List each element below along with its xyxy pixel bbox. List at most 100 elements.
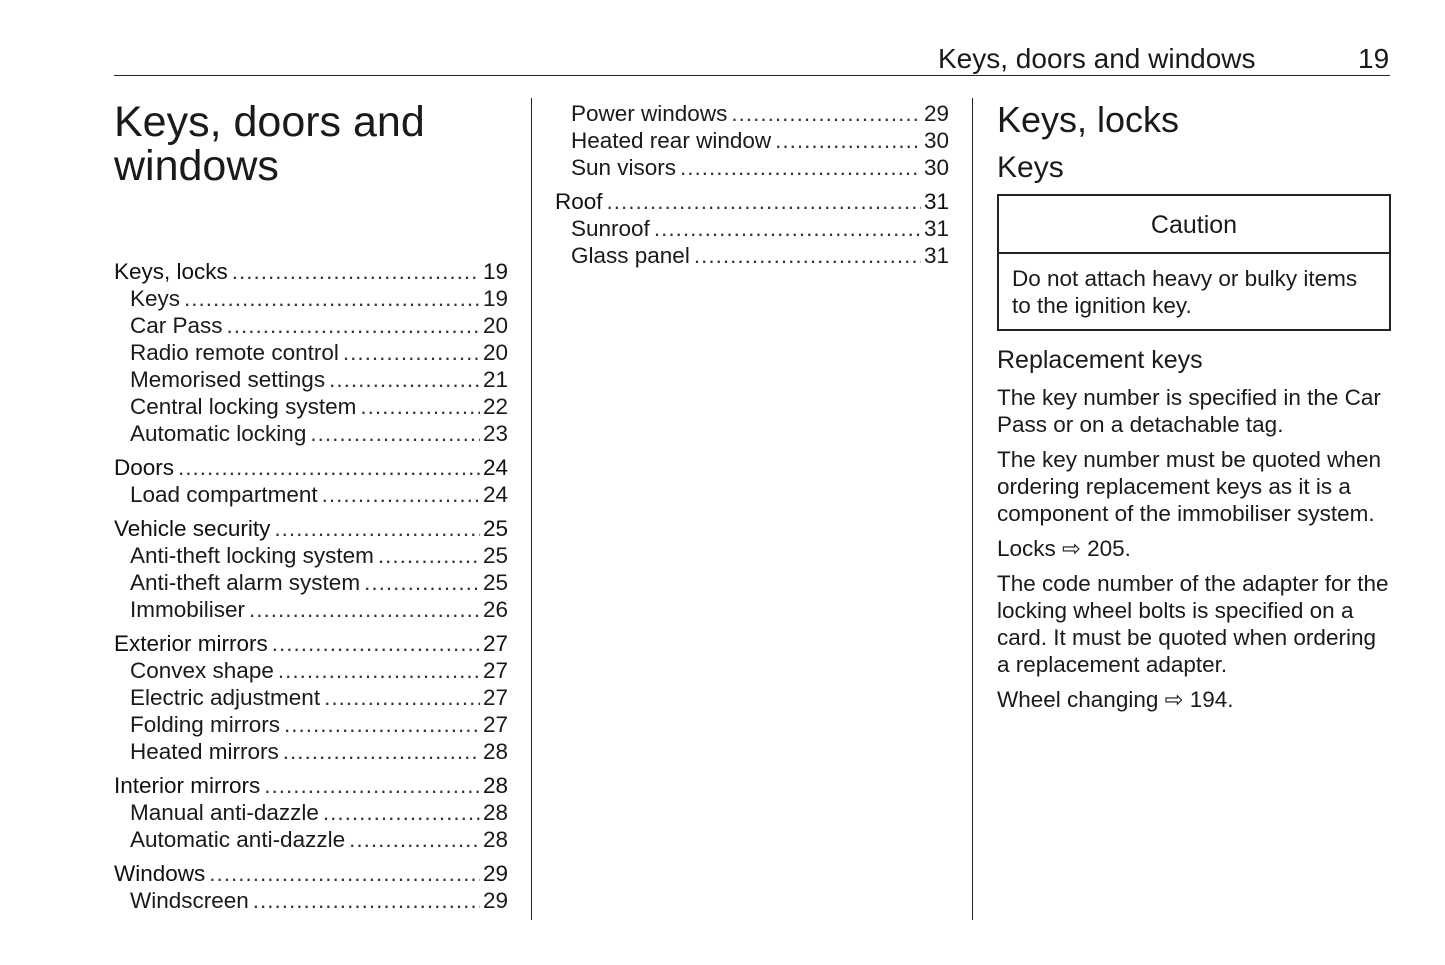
toc-entry-page: 29 [482, 861, 508, 886]
dot-leader [278, 657, 480, 684]
toc-subentry[interactable]: Load compartment 24 [114, 481, 508, 508]
toc-entry-label: Keys, locks [114, 259, 228, 284]
toc-group: Interior mirrors28Manual anti-dazzle28Au… [114, 772, 508, 853]
toc-entry-label: Exterior mirrors [114, 631, 268, 656]
toc-section-entry[interactable]: Doors 24 [114, 454, 508, 481]
toc-entry-label: Interior mirrors [114, 773, 261, 798]
content-column: Keys, locks Keys Caution Do not attach h… [997, 98, 1391, 713]
toc-entry-page: 31 [923, 243, 949, 268]
toc-entry-label: Anti-theft alarm system [130, 570, 361, 595]
dot-leader [349, 826, 480, 853]
paragraph: The code number of the adapter for the l… [997, 571, 1389, 677]
toc-subentry[interactable]: Sunroof 31 [555, 215, 949, 242]
toc-entry-label: Electric adjustment [130, 685, 321, 710]
cross-reference-wheel-changing[interactable]: Wheel changing ⇨ 194. [997, 687, 1234, 712]
dot-leader [184, 285, 480, 312]
toc-entry-page: 30 [923, 128, 949, 153]
dot-leader [274, 515, 480, 542]
toc-section-entry[interactable]: Windows 29 [114, 860, 508, 887]
cross-reference-locks[interactable]: Locks ⇨ 205. [997, 536, 1131, 561]
toc-subentry[interactable]: Heated rear window 30 [555, 127, 949, 154]
replacement-keys-title: Replacement keys [997, 346, 1203, 374]
dot-leader [249, 596, 480, 623]
toc-group: Doors 24 Load compartment 24 [114, 454, 508, 508]
toc-entry-page: 26 [482, 597, 508, 622]
toc-section-entry[interactable]: Roof 31 [555, 188, 949, 215]
toc-subentry[interactable]: Memorised settings 21 [114, 366, 508, 393]
dot-leader [264, 772, 480, 799]
dot-leader [272, 630, 480, 657]
dot-leader [680, 154, 921, 181]
toc-entry-label: Automatic locking [130, 421, 307, 446]
dot-leader [694, 242, 921, 269]
toc-entry-label: Immobiliser [130, 597, 246, 622]
toc-entry-page: 20 [482, 313, 508, 338]
toc-subentry[interactable]: Anti-theft alarm system 25 [114, 569, 508, 596]
toc-entry-page: 19 [482, 259, 508, 284]
toc-entry-label: Central locking system [130, 394, 357, 419]
toc-entry-page: 29 [482, 888, 508, 913]
section-title: Keys, locks [997, 99, 1180, 140]
toc-entry-label: Windows [114, 861, 206, 886]
toc-entry-label: Vehicle security [114, 516, 271, 541]
toc-entry-page: 19 [482, 286, 508, 311]
toc-entry-label: Heated mirrors [130, 739, 279, 764]
toc-subentry[interactable]: Folding mirrors 27 [114, 711, 508, 738]
toc-subentry[interactable]: Manual anti-dazzle 28 [114, 799, 508, 826]
toc-entry-page: 22 [482, 394, 508, 419]
toc-entry-page: 29 [923, 101, 949, 126]
toc-entry-page: 28 [482, 800, 508, 825]
toc-subentry[interactable]: Anti-theft locking system 25 [114, 542, 508, 569]
toc-entry-page: 30 [923, 155, 949, 180]
toc-group: Keys, locks19Keys19Car Pass20Radio remot… [114, 258, 508, 447]
toc-subentry[interactable]: Car Pass 20 [114, 312, 508, 339]
dot-leader [209, 860, 480, 887]
toc-subentry[interactable]: Electric adjustment 27 [114, 684, 508, 711]
toc-section-entry[interactable]: Keys, locks 19 [114, 258, 508, 285]
running-header-title: Keys, doors and windows [938, 43, 1256, 74]
toc-subentry[interactable]: Central locking system 22 [114, 393, 508, 420]
toc-subentry[interactable]: Keys 19 [114, 285, 508, 312]
toc-entry-page: 31 [923, 189, 949, 214]
toc-entry-label: Sunroof [571, 216, 650, 241]
dot-leader [329, 366, 480, 393]
toc-section-entry[interactable]: Exterior mirrors 27 [114, 630, 508, 657]
toc-entry-page: 24 [482, 482, 508, 507]
toc-entry-label: Automatic anti-dazzle [130, 827, 346, 852]
toc-subentry[interactable]: Windscreen 29 [114, 887, 508, 914]
toc-subentry[interactable]: Radio remote control 20 [114, 339, 508, 366]
toc-entry-label: Manual anti-dazzle [130, 800, 319, 825]
toc-subentry[interactable]: Immobiliser 26 [114, 596, 508, 623]
column-divider [531, 98, 532, 920]
toc-entry-page: 28 [482, 773, 508, 798]
toc-entry-label: Windscreen [130, 888, 249, 913]
page-number: 19 [1358, 43, 1390, 74]
toc-section-entry[interactable]: Interior mirrors 28 [114, 772, 508, 799]
toc-entry-page: 24 [482, 455, 508, 480]
header-rule [114, 75, 1390, 76]
toc-entry-page: 27 [482, 685, 508, 710]
toc-subentry[interactable]: Automatic anti-dazzle 28 [114, 826, 508, 853]
toc-subentry[interactable]: Automatic locking 23 [114, 420, 508, 447]
toc-section-entry[interactable]: Vehicle security 25 [114, 515, 508, 542]
chapter-title: Keys, doors and windows [114, 98, 425, 190]
toc-subentry[interactable]: Sun visors 30 [555, 154, 949, 181]
toc-entry-page: 25 [482, 543, 508, 568]
dot-leader [343, 339, 480, 366]
table-of-contents-middle: Power windows29Heated rear window30Sun v… [555, 100, 949, 276]
dot-leader [283, 738, 480, 765]
caution-title: Caution [999, 196, 1389, 254]
toc-entry-page: 23 [482, 421, 508, 446]
toc-group: Power windows29Heated rear window30Sun v… [555, 100, 949, 181]
toc-subentry[interactable]: Heated mirrors 28 [114, 738, 508, 765]
dot-leader [654, 215, 921, 242]
toc-subentry[interactable]: Glass panel 31 [555, 242, 949, 269]
subsection-title: Keys [997, 151, 1064, 184]
dot-leader [323, 799, 480, 826]
toc-group: Windows 29 Windscreen 29 [114, 860, 508, 914]
toc-entry-label: Car Pass [130, 313, 223, 338]
toc-subentry[interactable]: Convex shape 27 [114, 657, 508, 684]
toc-subentry[interactable]: Power windows 29 [555, 100, 949, 127]
dot-leader [607, 188, 921, 215]
toc-entry-label: Radio remote control [130, 340, 339, 365]
